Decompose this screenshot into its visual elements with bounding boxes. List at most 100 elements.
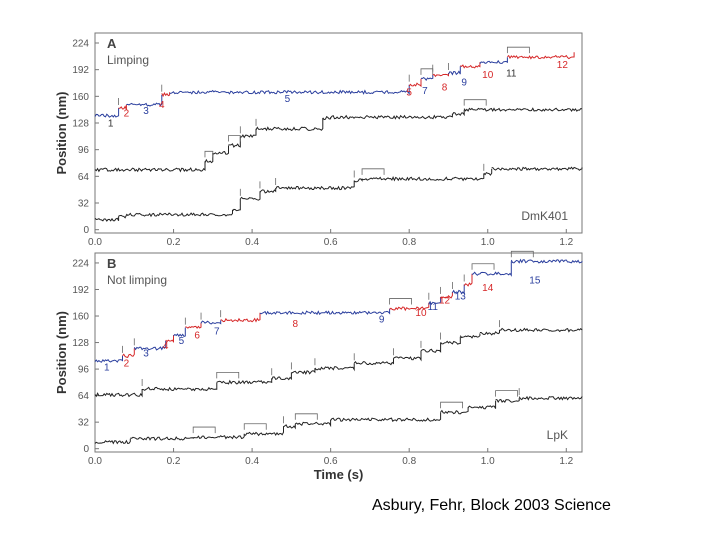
step-number-label: 12 [557,60,569,71]
trace-segment [495,398,520,403]
trace-segment [479,57,508,65]
x-tick-label: 0.4 [245,237,259,248]
step-number-label: 5 [285,94,291,105]
trace-segment [440,407,469,415]
trace-segment [94,161,206,173]
step-number-label: 8 [442,83,448,94]
dwell-bracket [495,390,518,397]
trace-segment [451,109,465,117]
y-tick-label: 64 [78,391,90,402]
y-tick-label: 224 [72,258,89,269]
trace-segment [126,94,163,107]
trace-segment [330,113,453,120]
trace-segment [126,209,233,218]
y-tick-label: 192 [72,285,89,296]
trace-segment [271,372,292,381]
step-number-label: 15 [529,276,541,287]
trace-segment [499,327,583,333]
x-tick-label: 0.8 [402,456,416,467]
trace-segment [192,433,245,440]
panel-label: B [107,256,116,271]
trace-segment [169,84,410,96]
trace-segment [232,198,241,212]
x-tick-label: 0.0 [88,237,102,248]
trace-segment [420,74,434,81]
x-tick-label: 0.0 [88,456,102,467]
trace-segment [133,340,167,351]
dwell-bracket [192,426,216,434]
step-number-label: 1 [104,363,110,374]
x-tick-label: 0.2 [167,456,181,467]
trace-segment [353,178,363,183]
trace-segment [518,395,583,401]
trace-segment [389,302,430,312]
x-axis-title: Time (s) [314,467,364,482]
trace-segment [463,107,583,113]
step-number-label: 5 [406,88,412,99]
trace-segment [141,382,218,392]
trace-segment [451,284,465,295]
trace-segment [393,350,422,362]
y-tick-label: 96 [78,145,90,156]
y-tick-label: 96 [78,365,90,376]
trace-segment [463,273,473,287]
trace-segment [94,389,143,398]
step-number-label: 9 [461,78,467,89]
step-number-label: 13 [455,291,467,302]
trace-segment [255,118,324,132]
trace-segment [467,400,497,410]
plot-frame [94,252,583,453]
trace-segment [122,348,135,358]
panel-annotation: Limping [107,53,149,67]
trace-segment [420,342,442,353]
step-number-label: 7 [214,326,220,337]
trace-segment [239,191,261,201]
trace-segment [173,327,186,337]
y-tick-label: 192 [72,65,89,76]
x-tick-label: 1.2 [559,237,573,248]
trace-segment [330,412,442,422]
trace-segment [314,363,355,372]
dwell-bracket [204,150,214,158]
trace-segment [240,128,257,139]
trace-segment [460,62,481,69]
trace-segment [361,173,485,182]
x-tick-label: 0.2 [167,237,181,248]
step-number-label: 5 [179,336,185,347]
trace-segment [161,92,171,98]
trace-segment [259,308,391,316]
dwell-bracket [463,99,487,106]
step-number-label: 3 [143,349,149,360]
dwell-bracket [243,423,267,430]
step-number-label: 1 [108,118,114,129]
trace-segment [491,166,583,172]
trace-segment [353,358,394,366]
x-tick-label: 1.2 [559,456,573,467]
trace-segment [459,333,481,339]
x-tick-label: 1.0 [481,456,495,467]
trace-segment [228,136,241,148]
trace-segment [408,78,422,88]
dwell-bracket [361,168,385,175]
y-tick-label: 128 [72,338,89,349]
x-tick-label: 0.6 [324,456,338,467]
y-tick-label: 128 [72,119,89,130]
step-number-label: 4 [163,341,169,352]
dwell-bracket [420,68,434,75]
plot-frame [94,32,583,234]
y-axis-title: Position (nm) [54,91,69,174]
dwell-bracket [510,250,534,258]
construct-label: LpK [547,428,568,442]
dwell-bracket [216,371,240,379]
trace-segment [291,368,316,375]
y-tick-label: 64 [78,172,90,183]
step-number-label: 3 [143,106,149,117]
x-tick-label: 0.6 [324,237,338,248]
trace-segment [94,108,120,118]
step-number-label: 12 [439,296,451,307]
step-number-label: 8 [293,319,299,330]
y-tick-label: 160 [72,92,89,103]
trace-segment [220,312,261,323]
